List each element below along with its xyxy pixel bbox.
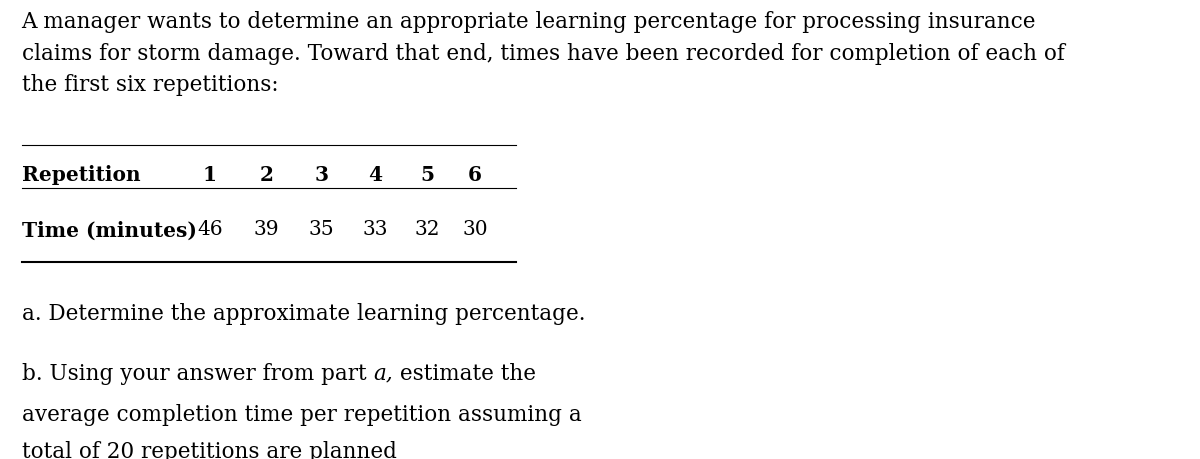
Text: a,: a, bbox=[373, 363, 392, 385]
Text: 35: 35 bbox=[308, 220, 335, 239]
Text: 32: 32 bbox=[414, 220, 440, 239]
Text: 46: 46 bbox=[197, 220, 223, 239]
Text: Time (minutes): Time (minutes) bbox=[22, 220, 197, 241]
Text: 3: 3 bbox=[314, 165, 329, 185]
Text: b. Using your answer from part: b. Using your answer from part bbox=[22, 363, 373, 385]
Text: 5: 5 bbox=[420, 165, 434, 185]
Text: average completion time per repetition assuming a: average completion time per repetition a… bbox=[22, 404, 581, 426]
Text: 2: 2 bbox=[259, 165, 274, 185]
Text: total of 20 repetitions are planned: total of 20 repetitions are planned bbox=[22, 441, 396, 459]
Text: 39: 39 bbox=[253, 220, 280, 239]
Text: 33: 33 bbox=[362, 220, 389, 239]
Text: 6: 6 bbox=[468, 165, 482, 185]
Text: A manager wants to determine an appropriate learning percentage for processing i: A manager wants to determine an appropri… bbox=[22, 11, 1064, 96]
Text: a. Determine the approximate learning percentage.: a. Determine the approximate learning pe… bbox=[22, 303, 586, 325]
Text: 30: 30 bbox=[462, 220, 488, 239]
Text: estimate the: estimate the bbox=[392, 363, 536, 385]
Text: 1: 1 bbox=[203, 165, 217, 185]
Text: 4: 4 bbox=[368, 165, 383, 185]
Text: Repetition: Repetition bbox=[22, 165, 140, 185]
